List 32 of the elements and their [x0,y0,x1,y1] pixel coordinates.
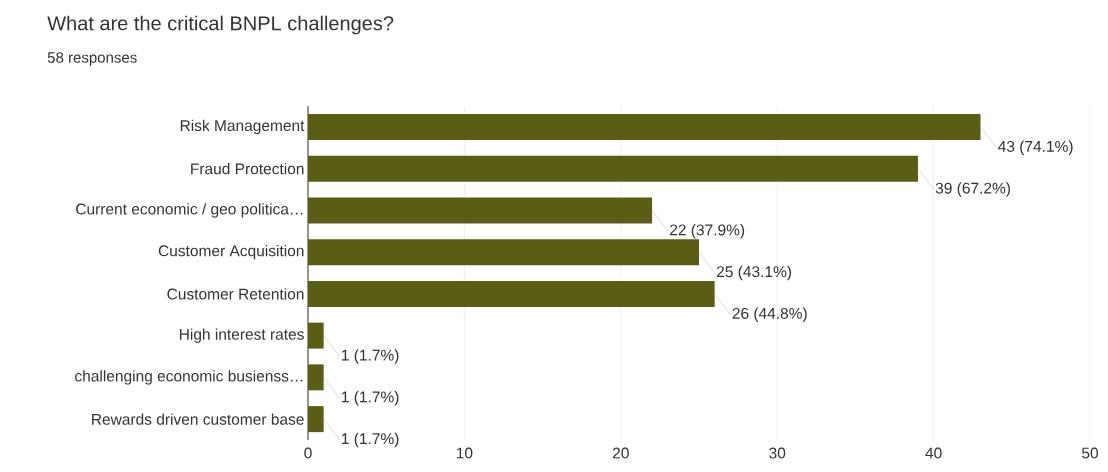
y-tick-label: challenging economic busienss… [75,370,303,385]
bar [308,239,700,266]
data-label: 43 (74.1%) [998,140,1073,155]
x-tick-label: 30 [769,447,786,459]
data-label: 1 (1.7%) [342,432,399,448]
data-label: 39 (67.2%) [935,182,1010,197]
bar [308,322,324,349]
x-tick-label: 0 [304,447,312,459]
data-label: 26 (44.8%) [732,307,807,322]
y-tick-label: Fraud Protection [191,162,304,175]
bar [308,197,653,224]
x-tick-label: 10 [456,447,473,459]
y-tick-label: Customer Retention [167,288,304,300]
data-label: 1 (1.7%) [342,391,399,406]
y-tick-label: Current economic / geo politica… [76,203,303,218]
y-tick-label: Customer Acquisition [158,244,304,260]
y-tick-label: Risk Management [180,119,305,135]
bar [308,155,918,182]
data-label: 25 (43.1%) [716,265,792,281]
chart-title: What are the critical BNPL challenges? [47,15,394,35]
data-label: 22 (37.9%) [670,224,745,239]
x-tick-label: 20 [612,447,629,459]
x-tick-label: 40 [925,447,942,459]
bar [308,364,324,391]
bar [308,113,981,140]
bar [308,280,715,307]
text: 58 responses [47,52,137,66]
y-tick-label: High interest rates [179,328,304,343]
x-tick-label: 50 [1082,447,1099,459]
y-tick-label: Rewards driven customer base [92,413,304,425]
bar [308,406,324,433]
data-label: 1 (1.7%) [342,349,399,364]
